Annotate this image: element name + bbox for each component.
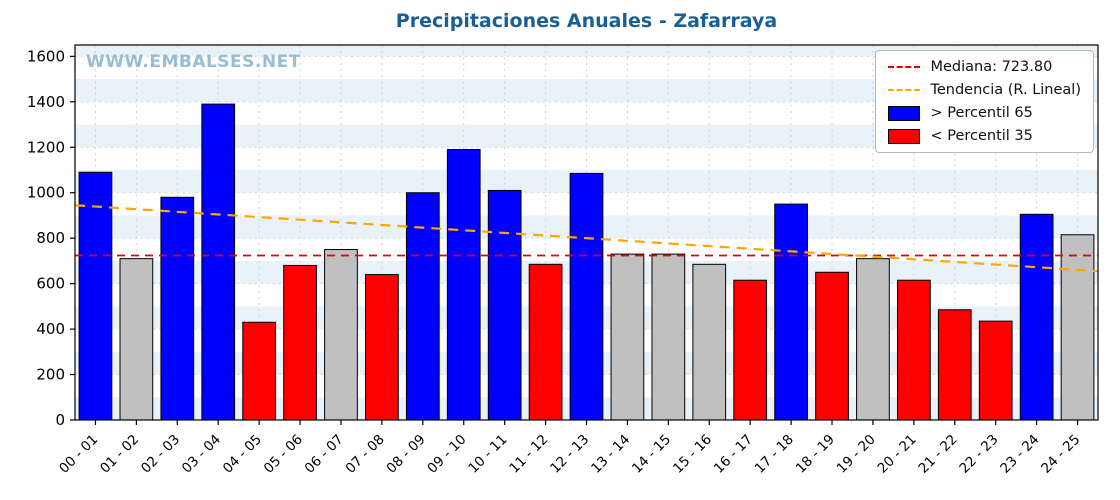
p35-swatch — [888, 128, 921, 144]
x-tick-label: 18 - 19 — [793, 432, 838, 477]
bar — [446, 149, 481, 421]
x-tick-label: 15 - 16 — [670, 432, 715, 477]
bar — [774, 203, 808, 421]
bar — [201, 103, 236, 421]
legend-label-median: Mediana: 723.80 — [930, 59, 1053, 75]
bar — [978, 320, 1013, 421]
x-tick-label: 14 - 15 — [629, 432, 674, 477]
x-tick-label: 10 - 11 — [465, 432, 510, 477]
x-tick-label: 23 - 24 — [997, 432, 1042, 477]
x-tick-label: 01 - 02 — [97, 432, 142, 477]
x-tick-label: 09 - 10 — [424, 432, 469, 477]
x-tick-label: 11 - 12 — [506, 432, 551, 477]
background-stripe — [75, 79, 1098, 102]
y-tick-label: 800 — [36, 229, 65, 247]
bar — [896, 279, 931, 421]
trend-line — [74, 204, 1099, 273]
bar — [365, 274, 399, 421]
y-tick-label: 1600 — [27, 47, 65, 65]
bar — [733, 279, 768, 421]
y-tick-label: 1000 — [27, 184, 65, 202]
bar — [487, 189, 522, 421]
x-tick-label: 24 - 25 — [1038, 432, 1083, 477]
x-tick-label: 02 - 03 — [138, 432, 183, 477]
bar — [160, 196, 195, 421]
bar — [692, 263, 727, 421]
y-tick-label: 0 — [55, 411, 65, 429]
y-tick-label: 1400 — [27, 93, 65, 111]
legend-item-p65: > Percentil 65 — [888, 105, 1081, 121]
x-tick-label: 22 - 23 — [956, 432, 1001, 477]
x-tick-label: 19 - 20 — [834, 432, 879, 477]
x-tick-label: 16 - 17 — [711, 432, 756, 477]
trend-line-swatch — [888, 89, 921, 91]
x-tick-label: 08 - 09 — [384, 432, 429, 477]
x-tick-label: 12 - 13 — [547, 432, 592, 477]
bar — [937, 309, 972, 421]
x-tick-label: 17 - 18 — [752, 432, 797, 477]
x-tick-label: 03 - 04 — [179, 432, 224, 477]
x-tick-label: 13 - 14 — [588, 432, 633, 477]
bar — [569, 172, 604, 421]
y-tick-label: 200 — [36, 366, 65, 384]
bar — [283, 264, 317, 421]
x-tick-label: 04 - 05 — [220, 432, 265, 477]
p65-swatch — [888, 105, 921, 121]
median-line-swatch — [888, 66, 921, 68]
x-tick-label: 05 - 06 — [261, 432, 306, 477]
legend-item-p35: < Percentil 35 — [888, 128, 1081, 144]
watermark: WWW.EMBALSES.NET — [86, 52, 301, 72]
bar — [324, 249, 358, 421]
background-stripe — [75, 45, 1098, 57]
y-tick-label: 1200 — [27, 138, 65, 156]
y-tick-label: 400 — [36, 320, 65, 338]
bar — [856, 258, 890, 421]
x-tick-label: 07 - 08 — [343, 432, 388, 477]
legend-label-p35: < Percentil 35 — [930, 128, 1033, 144]
bar — [78, 171, 113, 421]
bar — [815, 271, 849, 421]
x-tick-label: 20 - 21 — [875, 432, 920, 477]
x-tick-label: 21 - 22 — [915, 432, 960, 477]
bar — [242, 321, 277, 421]
bar — [1060, 234, 1095, 421]
bar — [119, 258, 154, 421]
bar — [1019, 213, 1054, 421]
legend-label-p65: > Percentil 65 — [930, 105, 1033, 121]
x-tick-label: 06 - 07 — [302, 432, 347, 477]
bar — [610, 253, 645, 421]
legend-item-median: Mediana: 723.80 — [888, 59, 1081, 75]
legend-label-trend: Tendencia (R. Lineal) — [930, 82, 1081, 98]
bar — [528, 263, 563, 421]
legend-item-trend: Tendencia (R. Lineal) — [888, 82, 1081, 98]
bar — [651, 253, 686, 421]
y-tick-label: 600 — [36, 275, 65, 293]
chart-title: Precipitaciones Anuales - Zafarraya — [395, 10, 778, 32]
legend: Mediana: 723.80 Tendencia (R. Lineal) > … — [875, 50, 1094, 153]
x-tick-label: 00 - 01 — [56, 432, 101, 477]
